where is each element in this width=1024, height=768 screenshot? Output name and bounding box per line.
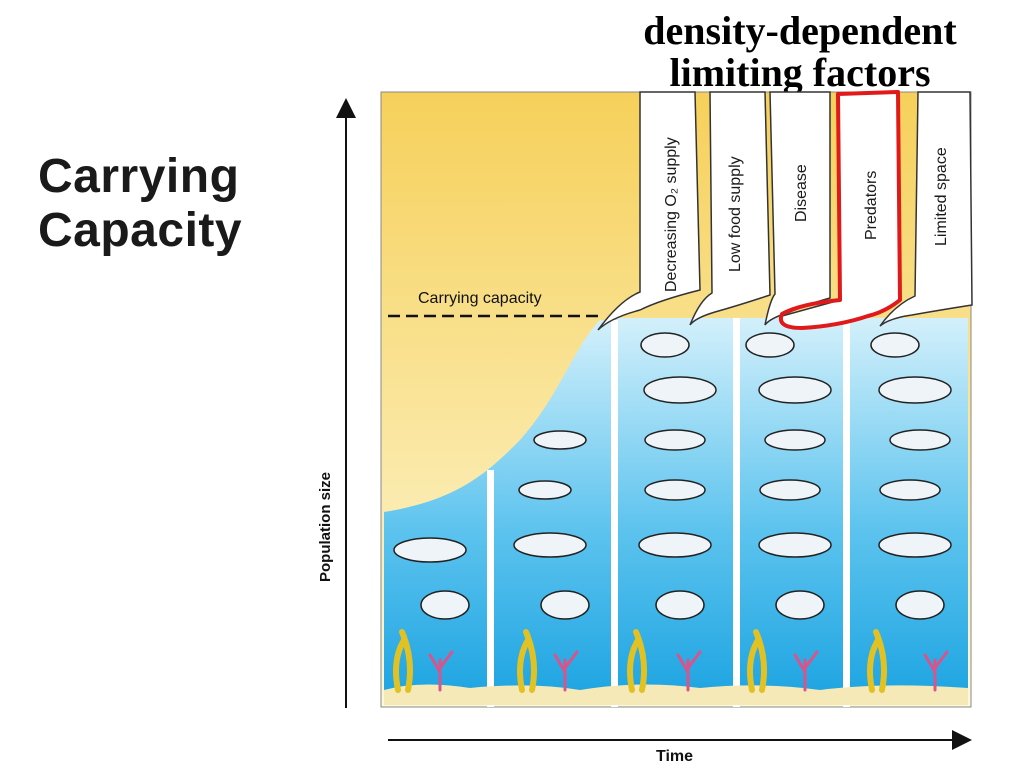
predators-highlight-outline (779, 90, 902, 330)
limiting-factors-heading: density-dependent limiting factors (600, 10, 1000, 94)
factor-label-decreasing-o2: Decreasing O₂ supply (663, 137, 680, 292)
fish-group (393, 332, 952, 620)
fish (533, 430, 587, 450)
fish (895, 590, 945, 620)
fish (745, 332, 795, 358)
fish (644, 479, 706, 501)
divider-2 (611, 320, 618, 707)
fish (638, 532, 712, 558)
fish (644, 429, 706, 451)
slide-title: Carrying Capacity (38, 150, 242, 258)
panel-dividers (487, 318, 850, 707)
divider-4 (843, 318, 850, 707)
factor-label-disease: Disease (793, 164, 810, 222)
fish (878, 532, 952, 558)
arm-low-food (689, 91, 771, 326)
fish (758, 532, 832, 558)
fish (764, 429, 826, 451)
arm-limited-space (879, 91, 973, 327)
heading-line-2: limiting factors (669, 50, 931, 95)
fish (513, 532, 587, 558)
fish (758, 376, 832, 404)
fish (643, 376, 717, 404)
divider-3 (733, 318, 740, 707)
arm-decreasing-o2 (597, 91, 701, 331)
fish (878, 376, 952, 404)
limiting-factor-labels: Decreasing O₂ supply Low food supply Dis… (663, 137, 950, 292)
factor-label-predators: Predators (863, 171, 880, 240)
fish (759, 479, 821, 501)
seaweed-coral-decor (393, 629, 949, 693)
fish (518, 480, 572, 500)
fish (775, 590, 825, 620)
heading-line-1: density-dependent (643, 8, 957, 53)
x-axis-label: Time (656, 748, 693, 765)
fish (889, 429, 951, 451)
fish (420, 590, 470, 620)
divider-1 (487, 470, 494, 707)
factor-label-low-food: Low food supply (727, 156, 744, 272)
water-panel-5 (850, 318, 968, 705)
fish (879, 479, 941, 501)
fish (540, 590, 590, 620)
y-axis-label: Population size (317, 472, 334, 582)
factor-label-limited-space: Limited space (933, 147, 950, 246)
slide-title-line-1: Carrying (38, 150, 240, 203)
fish (393, 537, 467, 563)
carrying-capacity-label: Carrying capacity (418, 290, 542, 307)
slide-title-line-2: Capacity (38, 204, 243, 257)
fish (640, 332, 690, 358)
fish (870, 332, 920, 358)
fish (655, 590, 705, 620)
